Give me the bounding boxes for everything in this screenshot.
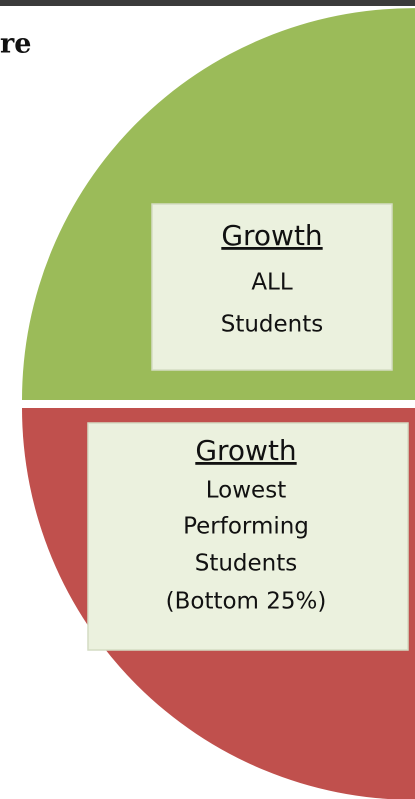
- line: Performing: [183, 514, 309, 540]
- line: Students: [221, 312, 324, 338]
- line: Lowest: [206, 478, 286, 504]
- heading: Growth: [221, 219, 322, 252]
- line: ALL: [251, 270, 293, 296]
- segment-box: Growth Lowest Performing Students (Botto…: [87, 422, 409, 651]
- title: re: [0, 29, 31, 60]
- box: [151, 203, 393, 371]
- box: [87, 422, 409, 651]
- heading: Growth: [195, 434, 296, 467]
- line: Students: [195, 551, 298, 577]
- line: (Bottom 25%): [166, 589, 327, 615]
- top-bar: [0, 0, 415, 6]
- segment-box: Growth ALL Students: [151, 203, 393, 371]
